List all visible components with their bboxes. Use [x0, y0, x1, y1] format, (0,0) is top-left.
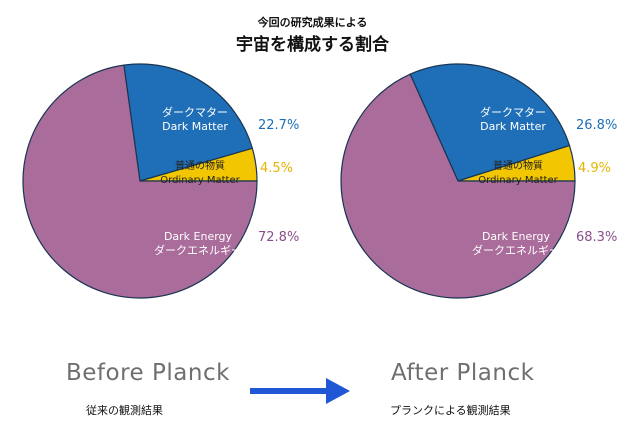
chart-title: 宇宙を構成する割合	[236, 35, 389, 55]
before-planck-sublabel: 従来の観測結果	[86, 404, 163, 417]
chart-subtitle: 今回の研究成果による	[257, 16, 368, 29]
before-dark-matter-label-line2: Dark Matter	[162, 120, 228, 133]
after-dark-matter-label-line1: ダークマター	[480, 105, 546, 119]
before-dark-matter-label-line1: ダークマター	[162, 105, 228, 119]
after-ordinary-matter-value: 4.9%	[578, 161, 611, 176]
after-ordinary-matter-label-line2: Ordinary Matter	[478, 175, 558, 186]
before-ordinary-matter-label-line1: 普通の物質	[175, 159, 225, 172]
before-dark-energy-slice	[22, 64, 258, 299]
before-dark-matter-slice	[123, 63, 254, 182]
before-dark-energy-value: 72.8%	[258, 230, 299, 245]
after-dark-matter-value: 26.8%	[576, 118, 617, 133]
after-dark-matter-slice	[409, 63, 571, 182]
before-ordinary-matter-value: 4.5%	[260, 161, 293, 176]
before-dark-energy-label-line1: Dark Energy	[164, 230, 233, 243]
after-dark-energy-value: 68.3%	[576, 230, 617, 245]
after-planck-sublabel: プランクによる観測結果	[390, 404, 511, 417]
before-dark-energy-label-line2: ダークエネルギー	[154, 243, 242, 257]
after-dark-energy-label-line1: Dark Energy	[482, 230, 551, 243]
before-ordinary-matter-label-line2: Ordinary Matter	[160, 175, 240, 186]
after-dark-energy-slice	[340, 73, 576, 299]
before-dark-matter-value: 22.7%	[258, 118, 299, 133]
after-planck-label: After Planck	[391, 360, 535, 386]
after-dark-energy-label-line2: ダークエネルギー	[472, 243, 560, 257]
right-arrow-icon	[250, 378, 350, 404]
before-planck-label: Before Planck	[66, 360, 230, 386]
after-ordinary-matter-label-line1: 普通の物質	[493, 159, 543, 172]
after-dark-matter-label-line2: Dark Matter	[480, 120, 546, 133]
